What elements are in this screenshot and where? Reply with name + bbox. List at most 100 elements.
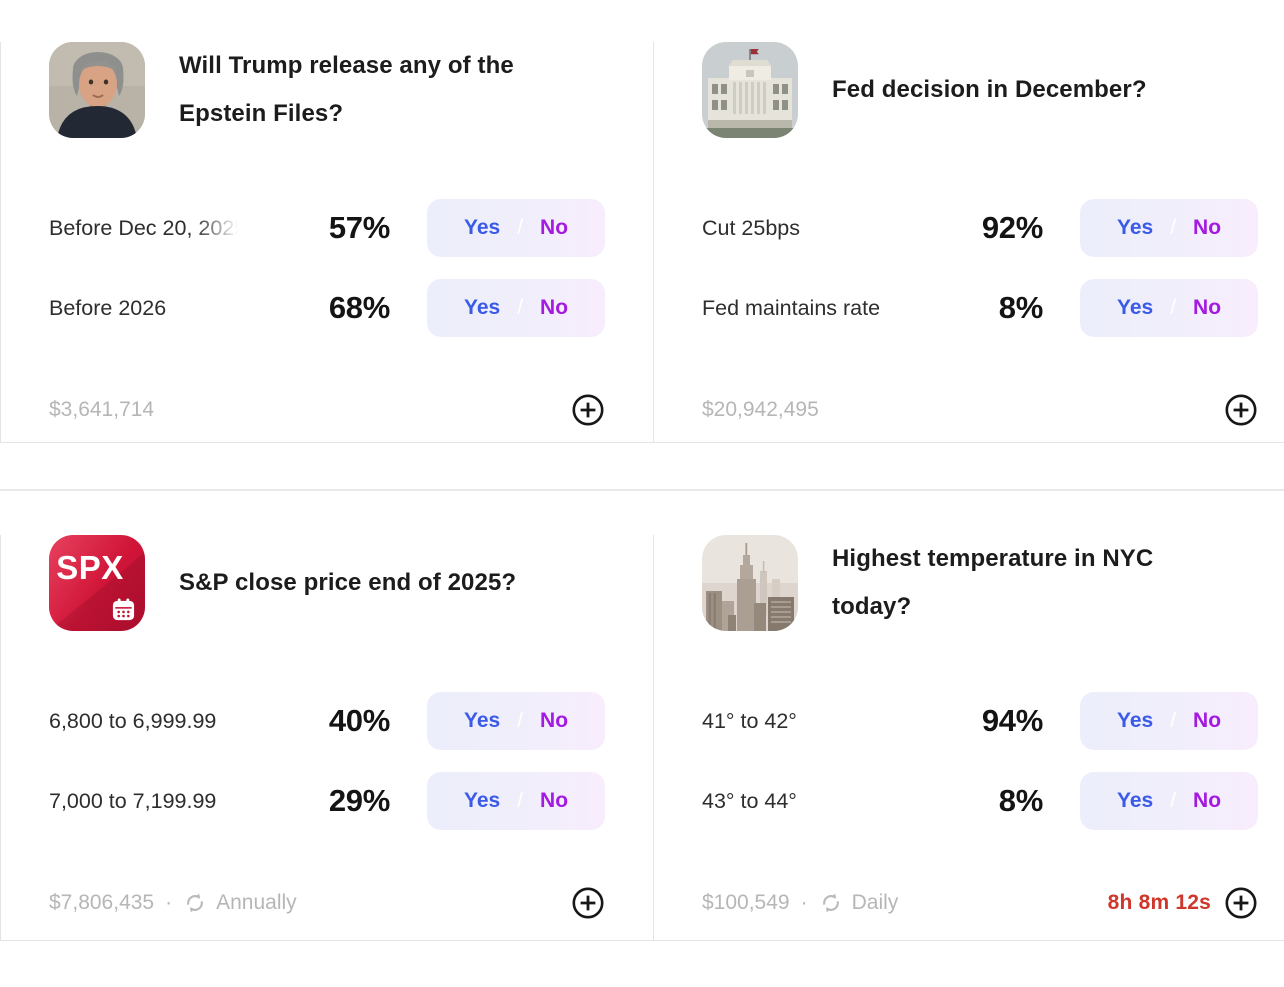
outcome-label: Fed maintains rate xyxy=(702,295,881,320)
card-header: Highest temperature in NYC today? xyxy=(702,535,1258,631)
volume-label: $3,641,714 xyxy=(49,398,155,421)
outcome-percent: 29% xyxy=(328,783,390,818)
outcome-row: Fed maintains rate 8% Yes / No xyxy=(702,279,1258,337)
markets-grid: Will Trump release any of the Epstein Fi… xyxy=(0,42,1284,941)
card-footer: $20,942,495 xyxy=(702,393,1258,427)
footer-separator: · xyxy=(800,891,808,914)
outcome-label: 7,000 to 7,199.99 xyxy=(49,788,217,813)
no-button[interactable]: No xyxy=(1193,789,1222,812)
no-button[interactable]: No xyxy=(1193,296,1222,319)
plus-circle-icon[interactable] xyxy=(571,393,605,427)
market-title[interactable]: Fed decision in December? xyxy=(832,76,1147,103)
card-header: Will Trump release any of the Epstein Fi… xyxy=(49,42,605,138)
card-header: SPX S&P close price xyxy=(49,535,605,631)
repeat-icon xyxy=(183,891,207,915)
no-button[interactable]: No xyxy=(1193,709,1222,732)
outcome-rows: 41° to 42° 94% Yes / No 43° to 44° 8% Ye… xyxy=(702,692,1258,830)
card-footer: $7,806,435 · Annually xyxy=(49,886,605,920)
recurrence-label: Annually xyxy=(216,891,297,914)
outcome-percent: 8% xyxy=(998,290,1044,325)
card-footer: $3,641,714 xyxy=(49,393,605,427)
outcome-percent: 40% xyxy=(328,703,390,738)
market-title[interactable]: Highest temperature in NYC today? xyxy=(832,545,1154,620)
outcome-label: Cut 25bps xyxy=(702,215,801,240)
yes-no-divider: / xyxy=(1170,709,1177,732)
yes-button[interactable]: Yes xyxy=(1116,216,1154,239)
recurrence-label: Daily xyxy=(851,891,899,914)
yes-no-divider: / xyxy=(517,216,524,239)
volume-label: $100,549 xyxy=(702,891,790,914)
outcome-row: 43° to 44° 8% Yes / No xyxy=(702,772,1258,830)
volume-label: $20,942,495 xyxy=(702,398,819,421)
yes-button[interactable]: Yes xyxy=(463,709,501,732)
yes-button[interactable]: Yes xyxy=(463,789,501,812)
markets-row-1: Will Trump release any of the Epstein Fi… xyxy=(0,42,1284,443)
epstein-photo xyxy=(49,42,145,138)
nyc-skyline-photo xyxy=(702,535,798,631)
repeat-icon xyxy=(819,891,843,915)
footer-separator: · xyxy=(165,891,173,914)
yes-no-buttons: Yes / No xyxy=(1080,772,1258,830)
no-button[interactable]: No xyxy=(540,709,569,732)
plus-circle-icon[interactable] xyxy=(1224,886,1258,920)
spx-logo-text: SPX xyxy=(56,549,124,586)
market-title[interactable]: S&P close price end of 2025? xyxy=(179,569,517,596)
yes-no-buttons: Yes / No xyxy=(427,772,605,830)
yes-no-divider: / xyxy=(517,709,524,732)
outcome-percent: 94% xyxy=(981,703,1043,738)
outcome-percent: 92% xyxy=(981,210,1043,245)
spx-logo: SPX xyxy=(49,535,145,631)
outcome-percent: 8% xyxy=(998,783,1044,818)
yes-button[interactable]: Yes xyxy=(463,296,501,319)
yes-no-divider: / xyxy=(1170,296,1177,319)
yes-no-divider: / xyxy=(1170,216,1177,239)
yes-no-buttons: Yes / No xyxy=(427,199,605,257)
yes-no-buttons: Yes / No xyxy=(427,279,605,337)
plus-circle-icon[interactable] xyxy=(571,886,605,920)
outcome-row: Before 2026 68% Yes / No xyxy=(49,279,605,337)
yes-no-buttons: Yes / No xyxy=(1080,279,1258,337)
outcome-row: Before Dec 20, 2025 57% Yes / No xyxy=(49,199,605,257)
section-divider xyxy=(0,489,1284,491)
yes-button[interactable]: Yes xyxy=(1116,296,1154,319)
plus-circle-icon[interactable] xyxy=(1224,393,1258,427)
outcome-row: 6,800 to 6,999.99 40% Yes / No xyxy=(49,692,605,750)
volume-label: $7,806,435 xyxy=(49,891,155,914)
no-button[interactable]: No xyxy=(540,789,569,812)
market-card-epstein-files[interactable]: Will Trump release any of the Epstein Fi… xyxy=(0,42,653,443)
outcome-rows: Before Dec 20, 2025 57% Yes / No Before … xyxy=(49,199,605,337)
outcome-label: 6,800 to 6,999.99 xyxy=(49,708,217,733)
outcome-label: 41° to 42° xyxy=(702,708,797,733)
outcome-label: 43° to 44° xyxy=(702,788,797,813)
yes-no-divider: / xyxy=(517,789,524,812)
yes-button[interactable]: Yes xyxy=(463,216,501,239)
market-title[interactable]: Will Trump release any of the Epstein Fi… xyxy=(179,52,514,127)
countdown-timer: 8h 8m 12s xyxy=(1107,891,1211,914)
market-card-sp-close[interactable]: SPX S&P close price xyxy=(0,535,653,941)
no-button[interactable]: No xyxy=(1193,216,1222,239)
outcome-row: 7,000 to 7,199.99 29% Yes / No xyxy=(49,772,605,830)
market-card-fed-decision[interactable]: Fed decision in December? Cut 25bps 92% … xyxy=(653,42,1284,443)
calendar-icon xyxy=(112,598,135,621)
outcome-label: Before Dec 20, 2025 xyxy=(49,215,247,240)
yes-no-buttons: Yes / No xyxy=(1080,199,1258,257)
yes-no-buttons: Yes / No xyxy=(427,692,605,750)
outcome-rows: 6,800 to 6,999.99 40% Yes / No 7,000 to … xyxy=(49,692,605,830)
outcome-row: 41° to 42° 94% Yes / No xyxy=(702,692,1258,750)
outcome-percent: 57% xyxy=(328,210,390,245)
card-footer: $100,549 · Daily 8h 8m 12s xyxy=(702,886,1258,920)
yes-button[interactable]: Yes xyxy=(1116,789,1154,812)
no-button[interactable]: No xyxy=(540,216,569,239)
outcome-percent: 68% xyxy=(328,290,390,325)
yes-no-divider: / xyxy=(1170,789,1177,812)
market-card-nyc-temperature[interactable]: Highest temperature in NYC today? 41° to… xyxy=(653,535,1284,941)
no-button[interactable]: No xyxy=(540,296,569,319)
outcome-rows: Cut 25bps 92% Yes / No Fed maintains rat… xyxy=(702,199,1258,337)
yes-no-buttons: Yes / No xyxy=(1080,692,1258,750)
outcome-label: Before 2026 xyxy=(49,295,167,320)
yes-button[interactable]: Yes xyxy=(1116,709,1154,732)
markets-row-2: SPX S&P close price xyxy=(0,535,1284,941)
outcome-row: Cut 25bps 92% Yes / No xyxy=(702,199,1258,257)
yes-no-divider: / xyxy=(517,296,524,319)
federal-reserve-photo xyxy=(702,42,798,138)
